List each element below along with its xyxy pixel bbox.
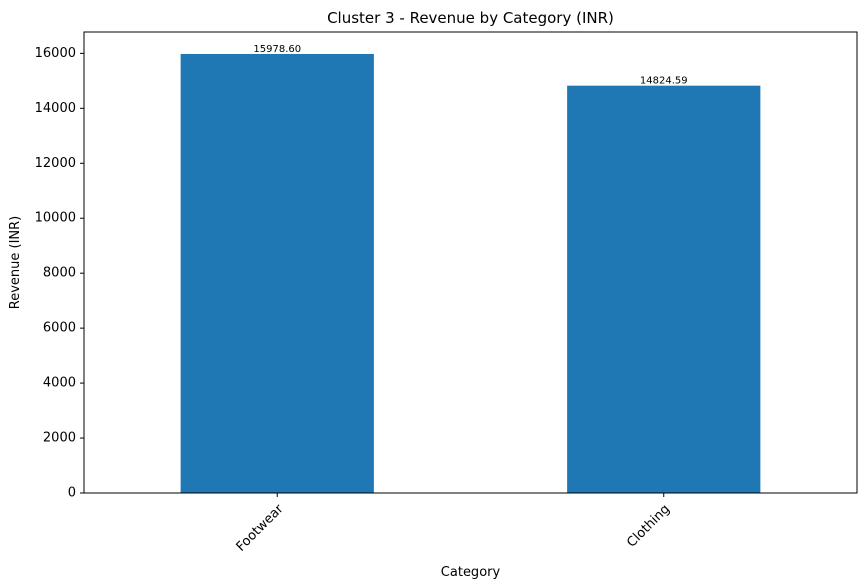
bar-clothing [567,85,761,493]
y-axis-label: Revenue (INR) [8,216,23,309]
y-tick-label: 0 [68,486,76,501]
y-axis: 0 2000 4000 6000 8000 10000 12000 14000 16000 [35,46,84,501]
bar-footwear [180,53,374,493]
y-tick-label: 6000 [43,321,76,336]
bars-group [180,53,761,493]
y-tick-label: 12000 [35,156,76,171]
y-tick-label: 16000 [35,46,76,61]
y-tick-label: 4000 [43,376,76,391]
y-tick-label: 10000 [35,211,76,226]
y-tick-label: 2000 [43,431,76,446]
data-label-clothing: 14824.59 [640,76,688,87]
y-tick-label: 14000 [35,101,76,116]
data-label-footwear: 15978.60 [253,44,301,55]
x-tick-label-clothing: Clothing [624,502,673,551]
x-axis-label: Category [441,565,501,580]
x-tick-label-footwear: Footwear [234,501,287,554]
y-tick-label: 8000 [43,266,76,281]
plot-frame [83,31,858,494]
chart-title: Cluster 3 - Revenue by Category (INR) [327,9,614,27]
data-labels-group: 15978.60 14824.59 [253,44,687,87]
x-axis: Footwear Clothing [234,493,673,555]
